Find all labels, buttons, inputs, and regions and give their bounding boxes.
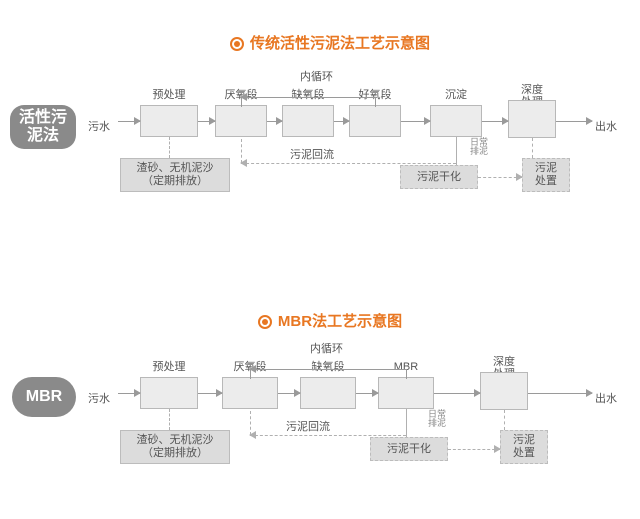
process-stage <box>140 377 198 409</box>
loop-label: 内循环 <box>310 340 343 356</box>
diagram-title: MBR法工艺示意图 <box>230 310 430 331</box>
flow-arrow <box>434 393 480 394</box>
sub-process-box: 渣砂、无机泥沙（定期排放） <box>120 430 230 464</box>
stage-label: 预处理 <box>140 362 198 374</box>
connector-line <box>504 410 505 430</box>
flow-arrow <box>250 435 406 436</box>
diagram-title: 传统活性污泥法工艺示意图 <box>200 32 460 53</box>
stage-label: 预处理 <box>140 90 198 102</box>
flow-arrow <box>198 393 222 394</box>
process-stage <box>480 372 528 410</box>
connector-line <box>456 137 457 165</box>
outflow-label: 出水 <box>595 390 617 406</box>
stage-label: 沉淀 <box>430 90 482 102</box>
flow-arrow <box>278 393 300 394</box>
process-stage <box>300 377 356 409</box>
outflow-label: 出水 <box>595 118 617 134</box>
loop-label: 内循环 <box>300 68 333 84</box>
diagram-title-text: MBR法工艺示意图 <box>278 313 402 330</box>
sub-process-box: 污泥处置 <box>522 158 570 192</box>
flow-arrow <box>528 393 592 394</box>
flow-arrow <box>241 97 375 98</box>
sub-process-box: 污泥干化 <box>370 437 448 461</box>
process-stage <box>508 100 556 138</box>
process-stage <box>430 105 482 137</box>
flow-arrow <box>401 121 430 122</box>
loop-label: 污泥回流 <box>290 146 334 162</box>
flow-arrow <box>478 177 522 178</box>
flow-arrow <box>198 121 215 122</box>
inflow-label: 污水 <box>88 390 110 406</box>
process-stage <box>349 105 401 137</box>
sub-process-box: 渣砂、无机泥沙（定期排放） <box>120 158 230 192</box>
connector-line <box>406 409 407 437</box>
process-stage <box>378 377 434 409</box>
sub-process-box: 污泥处置 <box>500 430 548 464</box>
stage-label: 缺氧段 <box>282 90 334 102</box>
process-stage <box>140 105 198 137</box>
flow-arrow <box>241 163 456 164</box>
method-badge: MBR <box>12 377 76 417</box>
flow-arrow <box>267 121 282 122</box>
flow-arrow <box>118 121 140 122</box>
connector-line <box>169 137 170 158</box>
flow-arrow <box>118 393 140 394</box>
connector-line <box>406 369 407 379</box>
loop-label: 污泥回流 <box>286 418 330 434</box>
flow-arrow <box>448 449 500 450</box>
process-stage <box>222 377 278 409</box>
diagram-title-text: 传统活性污泥法工艺示意图 <box>250 35 430 52</box>
flow-arrow <box>334 121 349 122</box>
connector-line <box>169 409 170 430</box>
flow-arrow <box>482 121 508 122</box>
annotation-label: 日常排泥 <box>470 138 488 157</box>
connector-line <box>375 97 376 107</box>
sub-process-box: 污泥干化 <box>400 165 478 189</box>
flow-arrow <box>250 369 406 370</box>
method-badge: 活性污泥法 <box>10 105 76 149</box>
flow-arrow <box>556 121 592 122</box>
annotation-label: 日常排泥 <box>428 410 446 429</box>
process-stage <box>215 105 267 137</box>
process-stage <box>282 105 334 137</box>
inflow-label: 污水 <box>88 118 110 134</box>
connector-line <box>532 138 533 158</box>
flow-arrow <box>356 393 378 394</box>
stage-label: 缺氧段 <box>300 362 356 374</box>
